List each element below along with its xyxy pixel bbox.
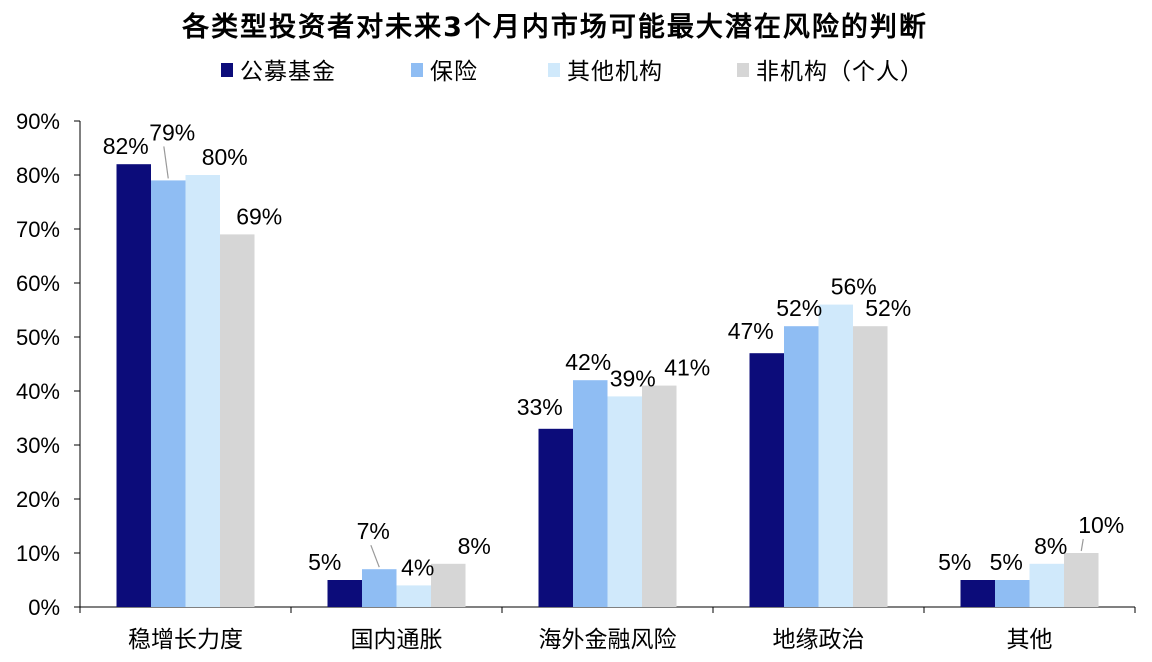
y-axis: 0% 10% 20% 30% 40% 50% 60% 70% 80% 90%: [16, 109, 81, 620]
legend-label-3: 其他机构: [567, 59, 663, 85]
value-label-1-3: 80%: [202, 144, 248, 170]
value-leader-line: [370, 544, 380, 568]
legend-swatch-4: [737, 63, 749, 77]
legend-swatch-2: [411, 63, 423, 77]
legend-swatch-3: [548, 63, 560, 77]
value-label-4-2: 52%: [776, 295, 822, 321]
value-label-4-1: 47%: [728, 318, 774, 344]
y-tick-label: 50%: [16, 325, 60, 350]
x-tick-label: 海外金融风险: [539, 627, 677, 653]
bar-5-2: [995, 580, 1030, 607]
value-label-3-4: 41%: [664, 355, 710, 381]
legend: 公募基金 保险 其他机构 非机构（个人）: [221, 59, 924, 85]
value-label-2-4: 8%: [458, 533, 491, 559]
bar-3-1: [538, 428, 573, 607]
legend-label-1: 公募基金: [240, 59, 336, 85]
bar-5-1: [960, 580, 995, 607]
value-labels: 82%79%80%69%5%7%4%8%33%42%39% 41%47%52%56…: [103, 119, 1125, 580]
value-label-1-1: 82%: [103, 133, 149, 159]
bar-4-2: [784, 326, 819, 607]
y-tick-label: 20%: [16, 487, 60, 512]
bar-2-4: [431, 563, 466, 607]
bar-4-4: [853, 326, 888, 607]
value-label-5-2: 5%: [990, 549, 1023, 575]
legend-label-4: 非机构（个人）: [756, 59, 924, 85]
value-label-4-3: 56%: [831, 274, 877, 300]
bar-5-4: [1064, 553, 1099, 607]
y-tick-label: 40%: [16, 379, 60, 404]
bar-1-1: [116, 164, 151, 607]
bar-2-1: [327, 580, 362, 607]
value-label-3-3: 39%: [610, 365, 656, 391]
value-label-3-2: 42%: [565, 349, 611, 375]
legend-label-2: 保险: [430, 59, 478, 85]
value-label-2-1: 5%: [308, 549, 341, 575]
chart-title: 各类型投资者对未来3个月内市场可能最大潜在风险的判断: [181, 11, 928, 43]
y-tick-label: 60%: [16, 271, 60, 296]
y-tick-label: 0%: [28, 595, 60, 620]
value-label-2-2: 7%: [357, 518, 390, 544]
bar-1-3: [185, 175, 220, 607]
bars: [116, 164, 1099, 607]
bar-1-2: [151, 180, 186, 607]
y-tick-label: 70%: [16, 217, 60, 242]
bar-4-3: [818, 304, 853, 607]
value-leader-line: [1080, 538, 1084, 552]
bar-2-2: [362, 569, 397, 607]
value-label-1-2: 79%: [149, 119, 195, 145]
x-tick-label: 稳增长力度: [128, 627, 243, 653]
x-axis: 稳增长力度 国内通胀 海外金融风险 地缘政治 其他: [79, 606, 1136, 653]
value-label-2-3: 4%: [401, 554, 434, 580]
y-tick-label: 10%: [16, 541, 60, 566]
x-tick-label: 地缘政治: [773, 627, 865, 653]
bar-3-3: [607, 396, 642, 607]
x-tick-label: 其他: [1007, 627, 1053, 653]
y-tick-label: 30%: [16, 433, 60, 458]
bar-3-2: [573, 380, 608, 607]
bar-2-3: [396, 585, 431, 607]
bar-5-3: [1029, 563, 1064, 607]
value-label-4-4: 52%: [865, 295, 911, 321]
legend-swatch-1: [221, 63, 233, 77]
y-tick-label: 90%: [16, 109, 60, 134]
value-label-3-1: 33%: [517, 394, 563, 420]
value-label-5-4: 10%: [1078, 512, 1124, 538]
bar-4-1: [749, 353, 784, 607]
value-label-5-3: 8%: [1034, 533, 1067, 559]
bar-1-4: [220, 234, 255, 607]
value-label-1-4: 69%: [236, 203, 282, 229]
bar-3-4: [642, 385, 677, 607]
x-tick-label: 国内通胀: [351, 627, 443, 653]
value-leader-line: [163, 146, 169, 179]
y-tick-label: 80%: [16, 163, 60, 188]
value-label-5-1: 5%: [938, 549, 971, 575]
